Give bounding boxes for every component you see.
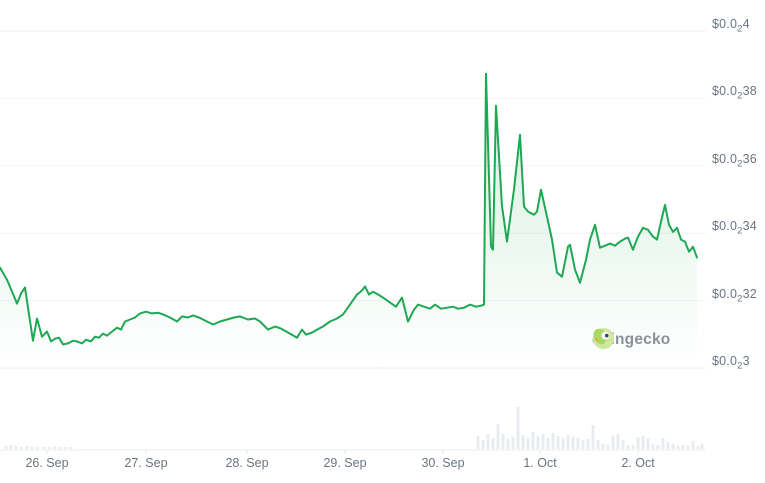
- x-axis-label: 27. Sep: [124, 456, 168, 470]
- price-line[interactable]: [0, 72, 698, 346]
- coingecko-watermark: coingecko: [592, 327, 670, 353]
- x-axis-label: 2. Oct: [621, 456, 655, 470]
- y-axis-label: $0.023: [712, 354, 750, 372]
- y-axis-label: $0.0234: [712, 219, 757, 237]
- y-axis-label: $0.0236: [712, 151, 757, 170]
- coingecko-gecko-icon: [592, 327, 615, 350]
- y-axis-label: $0.024: [712, 17, 750, 35]
- x-axis-label: 26. Sep: [25, 456, 69, 470]
- x-axis-label: 29. Sep: [323, 456, 367, 470]
- x-axis-label: 1. Oct: [523, 456, 557, 470]
- volume-bars: [4, 407, 704, 449]
- x-axis-label: 28. Sep: [225, 456, 269, 470]
- x-axis-label: 30. Sep: [421, 456, 465, 470]
- price-area: [0, 73, 697, 369]
- y-axis-label: $0.0232: [712, 286, 757, 305]
- y-axis-label: $0.0238: [712, 84, 757, 102]
